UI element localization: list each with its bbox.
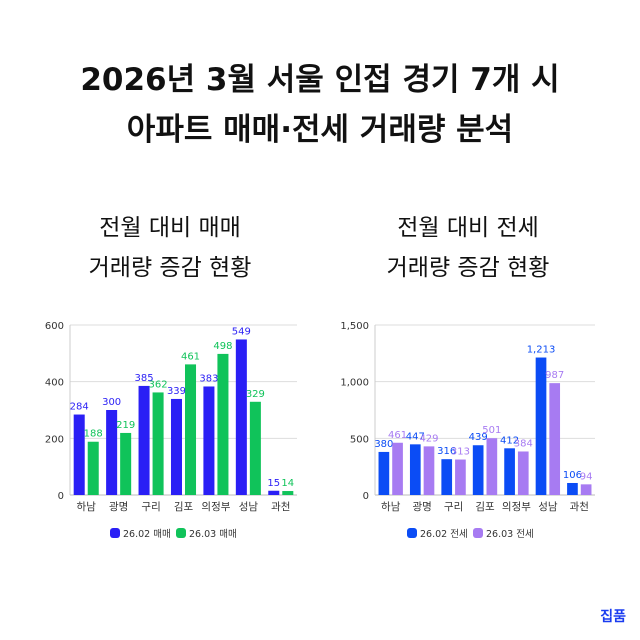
data-label: 188 <box>84 429 103 440</box>
y-tick-label: 400 <box>45 378 64 389</box>
bar-26.02 전세 <box>441 459 453 495</box>
data-label: 439 <box>469 432 488 443</box>
y-tick-label: 500 <box>350 434 369 445</box>
x-tick-label: 성남 <box>239 501 259 513</box>
bar-26.02 매매 <box>268 490 280 495</box>
legend-swatch <box>407 528 417 538</box>
bar-26.02 전세 <box>567 482 578 495</box>
bar-26.02 전세 <box>409 444 421 495</box>
x-tick-label: 광명 <box>109 501 128 513</box>
x-tick-label: 하남 <box>77 500 97 513</box>
x-tick-label: 김포 <box>174 501 194 513</box>
bar-26.02 매매 <box>203 386 215 495</box>
bar-26.02 전세 <box>535 357 547 495</box>
y-tick-label: 0 <box>58 491 64 502</box>
data-label: 1,213 <box>527 345 556 356</box>
bar-26.02 매매 <box>106 410 118 495</box>
bar-26.02 매매 <box>235 339 247 495</box>
data-label: 987 <box>545 370 564 381</box>
data-label: 461 <box>181 351 200 362</box>
bar-26.03 전세 <box>580 484 592 495</box>
y-tick-label: 1,500 <box>340 321 369 332</box>
logo: 집품 <box>600 609 626 625</box>
data-label: 380 <box>374 439 393 450</box>
data-label: 429 <box>419 433 438 444</box>
title-line-1: 2026년 3월 서울 인접 경기 7개 시 <box>80 62 560 98</box>
data-label: 447 <box>406 431 425 442</box>
bar-26.03 매매 <box>249 401 261 495</box>
x-tick-label: 과천 <box>570 501 589 513</box>
legend-swatch <box>473 528 483 538</box>
x-tick-label: 과천 <box>271 501 290 513</box>
data-label: 300 <box>102 397 121 408</box>
legend-swatch <box>176 528 186 538</box>
y-tick-label: 600 <box>45 321 64 332</box>
y-tick-label: 1,000 <box>340 378 369 389</box>
data-label: 412 <box>500 435 519 446</box>
x-tick-label: 하남 <box>381 500 401 513</box>
x-tick-label: 의정부 <box>201 501 230 513</box>
bar-26.02 전세 <box>472 445 484 495</box>
legend-swatch <box>110 528 120 538</box>
bar-26.02 전세 <box>504 448 515 495</box>
data-label: 316 <box>437 446 456 457</box>
data-label: 498 <box>213 341 232 352</box>
data-label: 329 <box>246 389 265 400</box>
bar-26.02 전세 <box>378 451 390 495</box>
data-label: 94 <box>580 471 593 482</box>
data-label: 461 <box>388 430 407 441</box>
x-tick-label: 광명 <box>412 501 431 513</box>
bar-26.03 전세 <box>549 383 561 495</box>
bar-26.03 전세 <box>455 459 466 495</box>
bar-26.02 매매 <box>138 385 150 495</box>
data-label: 362 <box>149 379 168 390</box>
x-tick-label: 의정부 <box>502 501 531 513</box>
data-label: 339 <box>167 386 186 397</box>
bar-26.03 전세 <box>392 442 403 495</box>
data-label: 549 <box>232 326 251 337</box>
data-label: 501 <box>482 425 501 436</box>
data-label: 106 <box>563 470 582 481</box>
title-line-2: 아파트 매매·전세 거래량 분석 <box>126 112 514 148</box>
x-tick-label: 성남 <box>538 501 558 513</box>
bar-26.03 전세 <box>486 438 498 495</box>
bar-26.03 매매 <box>282 491 294 495</box>
bar-26.03 매매 <box>87 441 99 495</box>
bar-26.03 전세 <box>517 451 529 495</box>
bar-26.03 매매 <box>185 364 197 495</box>
bar-26.02 매매 <box>73 414 85 495</box>
x-tick-label: 김포 <box>475 501 495 513</box>
bar-26.03 전세 <box>423 446 435 495</box>
data-label: 385 <box>135 373 154 384</box>
legend-label: 26.02 매매 <box>123 529 171 540</box>
legend-label: 26.03 매매 <box>189 529 237 540</box>
data-label: 15 <box>267 478 280 489</box>
x-tick-label: 구리 <box>141 501 160 513</box>
x-tick-label: 구리 <box>444 501 463 513</box>
right-subtitle-1: 전월 대비 전세 <box>397 215 539 241</box>
right-subtitle-2: 거래량 증감 현황 <box>386 255 550 281</box>
data-label: 383 <box>199 373 218 384</box>
bar-26.03 매매 <box>152 392 164 495</box>
data-label: 219 <box>116 420 135 431</box>
legend-label: 26.02 전세 <box>420 529 468 540</box>
left-subtitle-1: 전월 대비 매매 <box>99 215 241 241</box>
legend-label: 26.03 전세 <box>486 529 534 540</box>
data-label: 284 <box>70 402 89 413</box>
bar-26.02 매매 <box>170 398 182 495</box>
data-label: 313 <box>451 447 470 458</box>
bar-26.03 매매 <box>120 432 132 495</box>
data-label: 14 <box>281 478 294 489</box>
left-subtitle-2: 거래량 증감 현황 <box>88 255 252 281</box>
bar-26.03 매매 <box>217 353 229 495</box>
y-tick-label: 0 <box>363 491 369 502</box>
y-tick-label: 200 <box>45 434 64 445</box>
data-label: 384 <box>514 438 533 449</box>
